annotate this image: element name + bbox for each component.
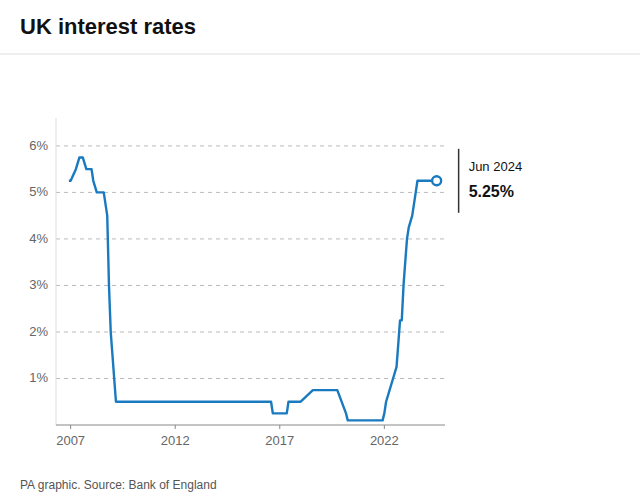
title-rule bbox=[0, 54, 640, 55]
annotation-bar bbox=[458, 149, 460, 213]
annotation-label: Jun 2024 bbox=[469, 159, 523, 174]
x-tick bbox=[279, 425, 280, 429]
x-tick-label: 2022 bbox=[370, 433, 399, 448]
subtitle: PA graphic. Source: Bank of England bbox=[20, 478, 217, 492]
y-tick-label: 3% bbox=[29, 277, 48, 292]
grid-line bbox=[56, 192, 445, 193]
x-tick bbox=[384, 425, 385, 429]
grid-line bbox=[56, 145, 445, 146]
y-tick-label: 6% bbox=[29, 138, 48, 153]
x-tick-label: 2012 bbox=[161, 433, 190, 448]
y-axis-line bbox=[56, 118, 57, 425]
plot-area bbox=[69, 158, 441, 421]
y-tick-label: 4% bbox=[29, 231, 48, 246]
end-marker bbox=[432, 176, 441, 185]
annotation-value: 5.25% bbox=[469, 183, 514, 200]
grid-line bbox=[56, 285, 445, 286]
grid-line bbox=[56, 331, 445, 332]
x-tick-label: 2017 bbox=[265, 433, 294, 448]
y-tick-label: 1% bbox=[29, 370, 48, 385]
x-axis-line bbox=[56, 425, 445, 426]
x-tick bbox=[175, 425, 176, 429]
x-tick bbox=[70, 425, 71, 429]
y-tick-label: 2% bbox=[29, 324, 48, 339]
rate-line bbox=[69, 158, 437, 421]
grid-line bbox=[56, 238, 445, 239]
chart: UK interest rates 1% 2% 3% 4% 5% 6% 2007 2012 201… bbox=[0, 0, 640, 501]
x-tick-label: 2007 bbox=[56, 433, 85, 448]
y-tick-label: 5% bbox=[29, 184, 48, 199]
title: UK interest rates bbox=[20, 14, 196, 39]
